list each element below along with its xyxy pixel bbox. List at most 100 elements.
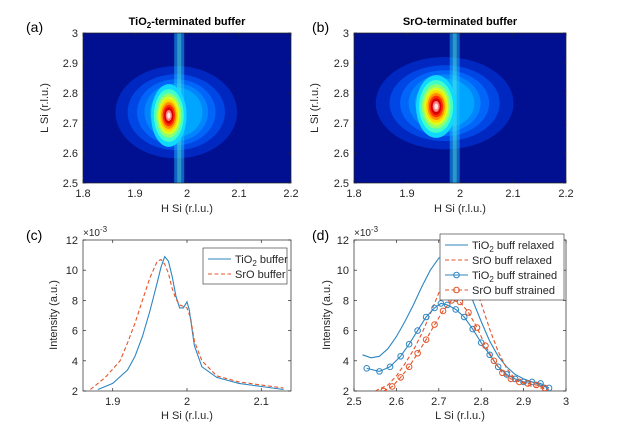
- panel-d-label: (d): [312, 227, 329, 243]
- panel-a-title-main: TiO: [129, 16, 148, 28]
- c-xtick-label: 2.1: [254, 396, 269, 408]
- b-ytick-label: 2.8: [334, 88, 349, 100]
- panel-d: (d) ×10-3 2.5 2.6 2.7 2.8 2.9 3 2 4 6 8 10 12 TiO2…: [312, 225, 569, 422]
- panel-b-label: (b): [312, 19, 329, 35]
- d-series-point: [397, 374, 404, 381]
- d-legend-label: SrO buff strained: [472, 285, 555, 297]
- d-series-point: [528, 378, 536, 386]
- d-legend-label: SrO buff relaxed: [472, 255, 552, 267]
- c-ytick-label: 10: [66, 265, 78, 277]
- d-xtick-label: 3: [563, 396, 569, 408]
- d-series-point: [486, 351, 493, 359]
- panel-b: (b) SrO-terminated buffer 1.8 1.9 2 2.1 2.2 …: [309, 16, 574, 215]
- panel-c-xticks: 1.9 2 2.1: [105, 240, 269, 408]
- panel-a-heat-spot: [151, 84, 187, 147]
- b-ytick-label: 2.7: [334, 118, 349, 130]
- d-ytick-label: 12: [337, 235, 349, 247]
- d-series-point: [524, 380, 532, 387]
- d-series-point: [388, 383, 396, 390]
- d-legend-label: TiO2 buff strained: [472, 270, 557, 284]
- panel-a-label: (a): [26, 19, 43, 35]
- d-series-point: [465, 309, 472, 316]
- d-series-point: [380, 387, 387, 391]
- b-ytick-label: 2.9: [334, 58, 349, 70]
- b-xtick-label: 1.8: [346, 188, 361, 200]
- d-series-point: [473, 324, 481, 331]
- d-series-point: [545, 384, 553, 391]
- d-series-point: [520, 378, 527, 386]
- d-series-point: [405, 363, 413, 371]
- d-ytick-label: 2: [343, 386, 349, 398]
- panel-b-heat-spot: [416, 75, 457, 138]
- d-series-point: [460, 313, 468, 321]
- c-ytick-label: 2: [72, 386, 78, 398]
- a-peak-contour: [167, 112, 171, 119]
- panel-a-title: TiO2-terminated buffer: [129, 16, 246, 30]
- d-legend-marker: [453, 286, 460, 294]
- panel-b-xlabel: H Si (r.l.u.): [434, 203, 486, 215]
- a-ytick-label: 2.8: [63, 88, 78, 100]
- b-ytick-label: 3: [343, 28, 349, 40]
- panel-a-heatmap: [83, 33, 291, 183]
- a-ytick-label: 2.9: [63, 58, 78, 70]
- b-xtick-label: 2: [457, 188, 463, 200]
- panel-a-xticks: 1.8 1.9 2 2.1 2.2: [75, 33, 299, 200]
- d-series-point: [482, 342, 489, 350]
- d-series-line: [366, 302, 550, 389]
- b-xtick-label: 2.2: [558, 188, 573, 200]
- panel-b-title: SrO-terminated buffer: [403, 16, 518, 28]
- c-legend-label: SrO buffer: [235, 269, 286, 281]
- c-ytick-label: 8: [72, 295, 78, 307]
- panel-c-yticks: 2 4 6 8 10 12: [66, 235, 291, 398]
- panel-a-ylabel: L Si (r.l.u.): [39, 83, 51, 133]
- panel-c-series: [90, 255, 284, 391]
- c-series-line: [97, 255, 284, 391]
- d-series-point: [494, 363, 502, 371]
- d-legend-label: TiO2 buff relaxed: [472, 240, 554, 254]
- d-series-point: [469, 325, 477, 333]
- a-ytick-label: 3: [72, 28, 78, 40]
- panel-b-heatmap: [354, 33, 566, 183]
- a-xtick-label: 2.1: [231, 188, 246, 200]
- d-ytick-label: 8: [343, 295, 349, 307]
- d-series-point: [431, 304, 438, 312]
- panel-b-title-main: SrO: [403, 16, 424, 28]
- a-xtick-label: 2.2: [283, 188, 298, 200]
- panel-c-exponent: ×10-3: [83, 225, 108, 239]
- c-legend-box: [202, 247, 288, 285]
- a-xtick-label: 2: [184, 188, 190, 200]
- panel-d-exponent-power: -3: [371, 225, 379, 234]
- panel-c-ylabel: Intensity (a.u.): [48, 280, 60, 350]
- d-series-point: [541, 384, 549, 391]
- panel-c-exponent-base: ×10: [83, 228, 100, 239]
- panel-d-xlabel: L Si (r.l.u.): [435, 410, 485, 422]
- d-series-point: [533, 381, 540, 389]
- d-series-point: [443, 301, 451, 309]
- d-series-point: [437, 300, 445, 307]
- c-series-line: [90, 258, 284, 390]
- panel-a: (a) TiO2-terminated buffer 1.8 1.9 2 2.1 2.2…: [26, 16, 299, 215]
- d-series-point: [405, 340, 413, 348]
- d-xtick-label: 2.6: [389, 396, 404, 408]
- d-xtick-label: 2.5: [346, 396, 361, 408]
- d-series-point: [507, 375, 515, 383]
- d-series-point: [422, 336, 430, 343]
- c-ytick-label: 12: [66, 235, 78, 247]
- panel-b-ylabel: L Si (r.l.u.): [309, 83, 321, 133]
- panel-a-yticks: 2.5 2.6 2.7 2.8 2.9 3: [63, 28, 291, 190]
- d-series-point: [516, 378, 523, 386]
- d-xtick-label: 2.7: [431, 396, 446, 408]
- d-series-point: [452, 306, 460, 313]
- a-xtick-label: 1.9: [127, 188, 142, 200]
- d-series-point: [376, 368, 383, 375]
- panel-d-exponent-base: ×10: [354, 228, 371, 239]
- panel-c-label: (c): [26, 227, 42, 243]
- c-xtick-label: 1.9: [105, 396, 120, 408]
- panel-c-xlabel: H Si (r.l.u.): [161, 410, 213, 422]
- d-legend-marker: [453, 271, 460, 279]
- d-series-point: [499, 369, 506, 377]
- c-xtick-label: 2: [184, 396, 190, 408]
